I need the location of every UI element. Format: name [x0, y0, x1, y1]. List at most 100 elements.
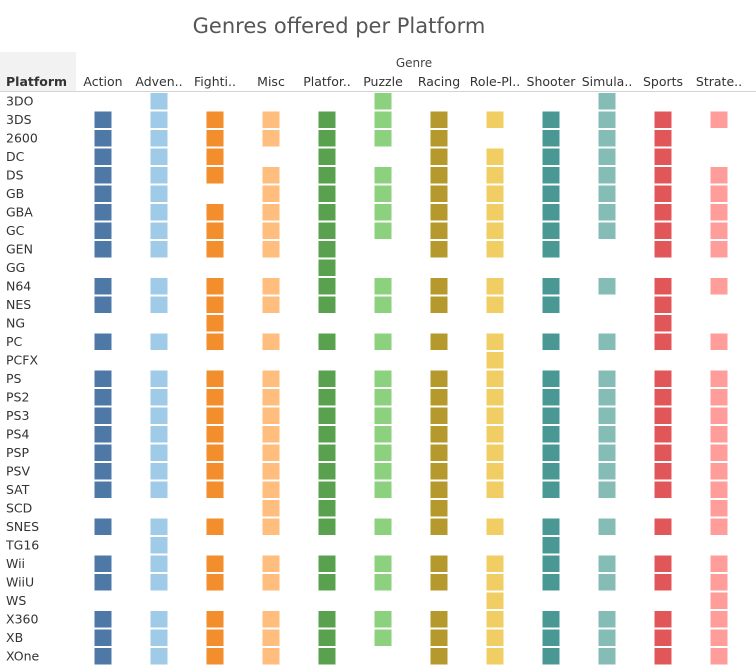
heatmap-cell[interactable]	[710, 648, 728, 665]
heatmap-cell[interactable]	[94, 407, 112, 425]
heatmap-cell[interactable]	[486, 185, 504, 203]
heatmap-cell[interactable]	[598, 518, 616, 536]
heatmap-cell[interactable]	[486, 278, 504, 295]
heatmap-cell[interactable]	[430, 407, 448, 425]
heatmap-cell[interactable]	[486, 111, 504, 129]
heatmap-cell[interactable]	[430, 629, 448, 647]
heatmap-cell[interactable]	[206, 444, 224, 462]
heatmap-cell[interactable]	[542, 389, 560, 406]
heatmap-cell[interactable]	[430, 148, 448, 166]
heatmap-cell[interactable]	[374, 481, 392, 499]
heatmap-cell[interactable]	[318, 444, 336, 462]
heatmap-cell[interactable]	[150, 185, 168, 203]
heatmap-cell[interactable]	[94, 481, 112, 499]
heatmap-cell[interactable]	[150, 278, 168, 295]
heatmap-cell[interactable]	[262, 407, 280, 425]
heatmap-cell[interactable]	[598, 481, 616, 499]
heatmap-cell[interactable]	[598, 555, 616, 573]
heatmap-cell[interactable]	[374, 111, 392, 129]
heatmap-cell[interactable]	[374, 426, 392, 443]
heatmap-cell[interactable]	[542, 611, 560, 628]
heatmap-cell[interactable]	[654, 426, 672, 443]
heatmap-cell[interactable]	[262, 574, 280, 591]
heatmap-cell[interactable]	[542, 444, 560, 462]
heatmap-cell[interactable]	[150, 130, 168, 147]
heatmap-cell[interactable]	[318, 463, 336, 480]
heatmap-cell[interactable]	[486, 426, 504, 443]
heatmap-cell[interactable]	[318, 111, 336, 129]
heatmap-cell[interactable]	[654, 463, 672, 480]
heatmap-cell[interactable]	[374, 518, 392, 536]
heatmap-cell[interactable]	[262, 500, 280, 517]
heatmap-cell[interactable]	[374, 278, 392, 295]
heatmap-cell[interactable]	[318, 426, 336, 443]
heatmap-cell[interactable]	[654, 278, 672, 295]
heatmap-cell[interactable]	[654, 555, 672, 573]
heatmap-cell[interactable]	[598, 444, 616, 462]
heatmap-cell[interactable]	[150, 555, 168, 573]
heatmap-cell[interactable]	[598, 426, 616, 443]
heatmap-cell[interactable]	[262, 629, 280, 647]
heatmap-cell[interactable]	[318, 389, 336, 406]
heatmap-cell[interactable]	[150, 444, 168, 462]
heatmap-cell[interactable]	[374, 407, 392, 425]
heatmap-cell[interactable]	[430, 518, 448, 536]
heatmap-cell[interactable]	[654, 148, 672, 166]
heatmap-cell[interactable]	[654, 370, 672, 388]
heatmap-cell[interactable]	[710, 111, 728, 129]
heatmap-cell[interactable]	[150, 648, 168, 665]
heatmap-cell[interactable]	[94, 204, 112, 221]
heatmap-cell[interactable]	[430, 167, 448, 184]
heatmap-cell[interactable]	[206, 463, 224, 480]
heatmap-cell[interactable]	[94, 648, 112, 665]
heatmap-cell[interactable]	[94, 167, 112, 184]
heatmap-cell[interactable]	[262, 648, 280, 665]
heatmap-cell[interactable]	[318, 611, 336, 628]
heatmap-cell[interactable]	[542, 222, 560, 240]
heatmap-cell[interactable]	[710, 167, 728, 184]
heatmap-cell[interactable]	[262, 333, 280, 351]
heatmap-cell[interactable]	[654, 389, 672, 406]
heatmap-cell[interactable]	[710, 333, 728, 351]
heatmap-cell[interactable]	[710, 444, 728, 462]
heatmap-cell[interactable]	[430, 648, 448, 665]
heatmap-cell[interactable]	[710, 629, 728, 647]
heatmap-cell[interactable]	[318, 241, 336, 258]
heatmap-cell[interactable]	[374, 389, 392, 406]
heatmap-cell[interactable]	[654, 481, 672, 499]
heatmap-cell[interactable]	[542, 407, 560, 425]
heatmap-cell[interactable]	[150, 518, 168, 536]
heatmap-cell[interactable]	[430, 222, 448, 240]
heatmap-cell[interactable]	[430, 296, 448, 314]
heatmap-cell[interactable]	[94, 444, 112, 462]
heatmap-cell[interactable]	[94, 518, 112, 536]
heatmap-cell[interactable]	[542, 296, 560, 314]
heatmap-cell[interactable]	[542, 167, 560, 184]
heatmap-cell[interactable]	[598, 204, 616, 221]
heatmap-cell[interactable]	[598, 574, 616, 591]
heatmap-cell[interactable]	[486, 518, 504, 536]
heatmap-cell[interactable]	[710, 204, 728, 221]
heatmap-cell[interactable]	[430, 130, 448, 147]
heatmap-cell[interactable]	[542, 518, 560, 536]
heatmap-cell[interactable]	[430, 111, 448, 129]
heatmap-cell[interactable]	[430, 333, 448, 351]
heatmap-cell[interactable]	[262, 370, 280, 388]
heatmap-cell[interactable]	[542, 333, 560, 351]
heatmap-cell[interactable]	[150, 370, 168, 388]
heatmap-cell[interactable]	[94, 333, 112, 351]
heatmap-cell[interactable]	[486, 241, 504, 258]
heatmap-cell[interactable]	[542, 185, 560, 203]
heatmap-cell[interactable]	[430, 185, 448, 203]
heatmap-cell[interactable]	[94, 185, 112, 203]
heatmap-cell[interactable]	[654, 611, 672, 628]
heatmap-cell[interactable]	[94, 241, 112, 258]
heatmap-cell[interactable]	[486, 629, 504, 647]
heatmap-cell[interactable]	[150, 629, 168, 647]
heatmap-cell[interactable]	[150, 333, 168, 351]
heatmap-cell[interactable]	[374, 444, 392, 462]
heatmap-cell[interactable]	[486, 444, 504, 462]
heatmap-cell[interactable]	[318, 296, 336, 314]
heatmap-cell[interactable]	[542, 278, 560, 295]
heatmap-cell[interactable]	[150, 574, 168, 591]
